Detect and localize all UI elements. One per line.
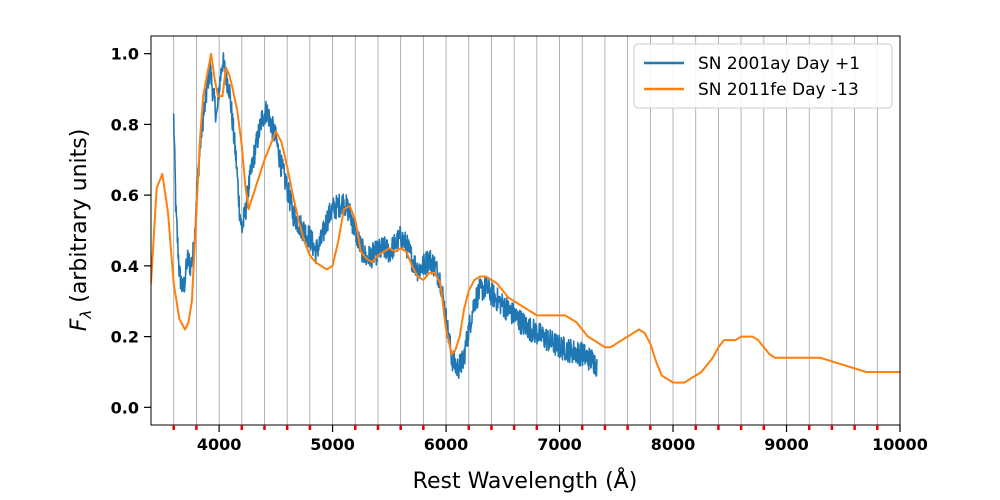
x-tick-label-7000: 7000 <box>537 435 582 454</box>
y-tick-label-5: 1.0 <box>111 45 139 64</box>
y-tick-label-0: 0.0 <box>111 398 139 417</box>
y-axis-label-rest: (arbitrary units) <box>67 129 92 310</box>
y-tick-label-3: 0.6 <box>111 186 139 205</box>
red-tick-marks <box>172 425 879 430</box>
legend-box <box>633 43 893 109</box>
legend-label-sn2001ay: SN 2001ay Day +1 <box>698 54 860 74</box>
x-tick-label-6000: 6000 <box>424 435 469 454</box>
legend-label-sn2011fe: SN 2011fe Day -13 <box>698 80 859 100</box>
y-axis-label: Fλ (arbitrary units) <box>67 129 95 332</box>
x-tick-label-10000: 10000 <box>872 435 928 454</box>
x-tick-label-9000: 9000 <box>764 435 809 454</box>
x-axis-label: Rest Wavelength (Å) <box>413 467 638 494</box>
plot-area <box>151 52 900 384</box>
y-axis-label-main: F <box>67 318 92 331</box>
x-tick-label-5000: 5000 <box>310 435 355 454</box>
x-axis: 4000 5000 6000 7000 8000 9000 10000 <box>197 425 928 454</box>
series-lines <box>151 52 900 384</box>
series-line-0 <box>172 52 598 379</box>
legend: SN 2001ay Day +1 SN 2011fe Day -13 <box>633 43 893 109</box>
y-axis-label-subscript: λ <box>77 310 95 320</box>
x-tick-label-4000: 4000 <box>197 435 242 454</box>
y-tick-label-1: 0.2 <box>111 328 139 347</box>
y-tick-label-2: 0.4 <box>111 257 139 276</box>
y-tick-label-4: 0.8 <box>111 115 139 134</box>
plot-frame <box>150 35 901 426</box>
y-axis: 0.0 0.2 0.4 0.6 0.8 1.0 <box>111 45 151 417</box>
series-line-1 <box>151 52 900 384</box>
vertical-grid-lines <box>173 36 878 425</box>
x-tick-label-8000: 8000 <box>651 435 696 454</box>
